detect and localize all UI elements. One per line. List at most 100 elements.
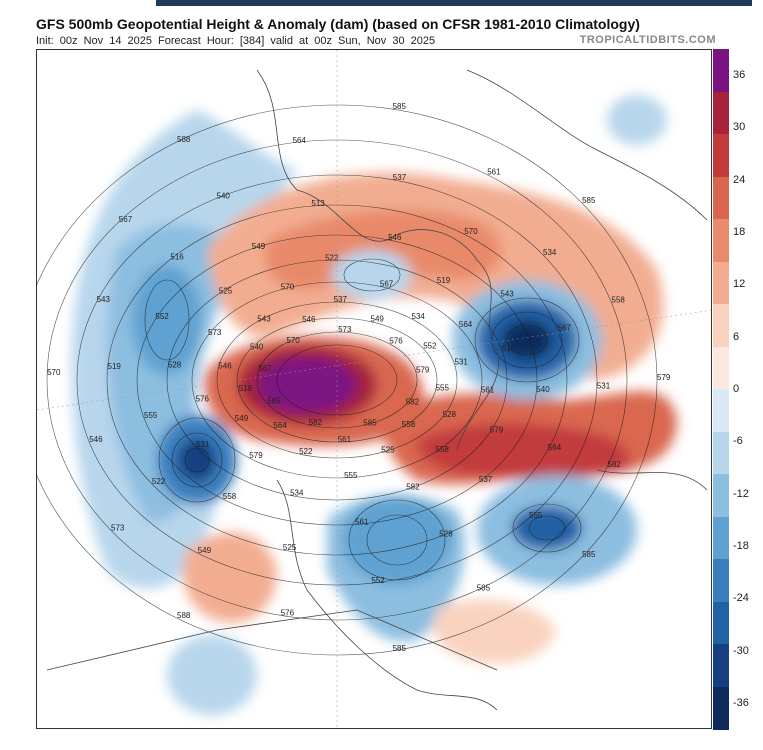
- anomaly-map: 579 585 585 588 588 585 585 582 585 576 573 570 567 5…: [36, 49, 712, 729]
- colorbar-tick-label: 6: [733, 330, 740, 343]
- forecast-info: Init: 00z Nov 14 2025 Forecast Hour: [38…: [36, 35, 436, 47]
- contour-label: 561: [481, 385, 495, 394]
- colorbar-tick-label: -12: [733, 487, 749, 500]
- contour-label: 531: [597, 382, 611, 391]
- contour-label: 528: [168, 361, 182, 370]
- colorbar-tick-label: -24: [733, 592, 749, 605]
- contour-label: 585: [582, 550, 596, 559]
- contour-label: 513: [311, 199, 325, 208]
- contour-label: 534: [543, 248, 557, 257]
- contour-label: 588: [177, 611, 191, 620]
- contour-label: 531: [455, 357, 469, 366]
- contour-label: 555: [436, 383, 450, 392]
- contour-label: 534: [412, 312, 426, 321]
- contour-label: 534: [290, 488, 304, 497]
- colorbar-segment: [713, 346, 729, 390]
- contour-label: 528: [439, 530, 453, 539]
- colorbar-tick-label: 24: [733, 173, 746, 186]
- contour-label: 555: [344, 471, 358, 480]
- contour-label: 537: [393, 173, 407, 182]
- colorbar-ticks: 36 30 24 18 12 6 0 -6 -12 -18 -24 -30 -36: [731, 49, 761, 729]
- contour-label: 579: [416, 365, 430, 374]
- contour-label: 582: [406, 398, 420, 407]
- colorbar-tick-label: 12: [733, 278, 746, 291]
- contour-label: 525: [381, 446, 395, 455]
- contour-label: 522: [152, 477, 166, 486]
- contour-label: 582: [309, 418, 323, 427]
- contour-label: 573: [111, 523, 125, 532]
- contour-label: 543: [97, 295, 111, 304]
- contour-label: 564: [459, 320, 473, 329]
- contour-label: 567: [258, 364, 272, 373]
- anomaly-shading: [71, 95, 677, 715]
- contour-label: 555: [529, 511, 543, 520]
- contour-label: 540: [250, 342, 264, 351]
- contour-label: 585: [477, 583, 491, 592]
- contour-label: 516: [502, 344, 516, 353]
- contour-label: 576: [196, 395, 210, 404]
- colorbar: [713, 49, 729, 730]
- colorbar-tick-label: 36: [733, 69, 746, 81]
- contour-label: 573: [338, 325, 352, 334]
- contour-label: 579: [657, 373, 671, 382]
- colorbar-segment: [713, 49, 729, 92]
- colorbar-tick-label: 0: [733, 383, 740, 395]
- colorbar-segment: [713, 601, 729, 645]
- contour-label: 564: [273, 421, 287, 430]
- colorbar-segment: [713, 686, 729, 730]
- colorbar-segment: [713, 644, 729, 687]
- contour-label: 540: [217, 191, 231, 200]
- contour-label: 588: [177, 135, 191, 144]
- coastlines: [46, 69, 708, 711]
- colorbar-segment: [713, 516, 729, 560]
- contour-label: 549: [198, 546, 212, 555]
- colorbar-tick-label: 18: [733, 226, 746, 238]
- contour-label: 525: [283, 543, 297, 552]
- contour-label: 582: [406, 483, 420, 492]
- contour-label: 552: [371, 576, 385, 585]
- colorbar-segment: [713, 304, 729, 347]
- colorbar-tick-label: -18: [733, 540, 749, 552]
- colorbar-segment: [713, 261, 729, 305]
- colorbar-tick-label: -6: [733, 435, 743, 448]
- contour-label: 549: [252, 242, 266, 251]
- contour-label: 585: [393, 102, 407, 111]
- contour-labels: 579 585 585 588 588 585 585 582 585 576 573 570 567 5…: [47, 102, 671, 653]
- colorbar-segment: [713, 219, 729, 262]
- contour-label: 552: [423, 342, 437, 351]
- contour-label: 567: [119, 215, 133, 224]
- contour-label: 567: [380, 279, 394, 288]
- contour-label: 570: [47, 368, 61, 377]
- contour-label: 543: [500, 289, 514, 298]
- colorbar-segment: [713, 134, 729, 177]
- contour-label: 573: [208, 328, 222, 337]
- contour-label: 546: [218, 362, 232, 371]
- contour-label: 546: [89, 435, 103, 444]
- map-canvas: 579 585 585 588 588 585 585 582 585 576 573 570 567 5…: [37, 50, 711, 728]
- contour-label: 585: [267, 396, 281, 405]
- contour-label: 519: [437, 276, 451, 285]
- colorbar-tick-label: -30: [733, 644, 749, 657]
- contour-label: 543: [257, 315, 271, 324]
- contour-label: 528: [443, 410, 457, 419]
- contour-label: 546: [388, 233, 402, 242]
- contour-label: 561: [338, 435, 352, 444]
- contour-label: 522: [325, 253, 339, 262]
- contour-label: 576: [281, 608, 295, 617]
- contour-label: 516: [170, 252, 184, 261]
- contour-label: 570: [286, 336, 300, 345]
- site-brand: TROPICALTIDBITS.COM: [579, 34, 716, 46]
- contour-label: 531: [196, 440, 210, 449]
- contour-label: 525: [219, 287, 233, 296]
- colorbar-segment: [713, 91, 729, 135]
- chart-title: GFS 500mb Geopotential Height & Anomaly …: [36, 16, 640, 32]
- contour-label: 537: [479, 475, 493, 484]
- contour-label: 585: [393, 644, 407, 653]
- contour-label: 564: [548, 443, 562, 452]
- colorbar-segment: [713, 474, 729, 517]
- contour-label: 561: [355, 517, 369, 526]
- contour-label: 546: [302, 315, 316, 324]
- colorbar-tick-label: 30: [733, 121, 746, 134]
- contour-label: 522: [299, 447, 313, 456]
- contour-label: 555: [144, 411, 158, 420]
